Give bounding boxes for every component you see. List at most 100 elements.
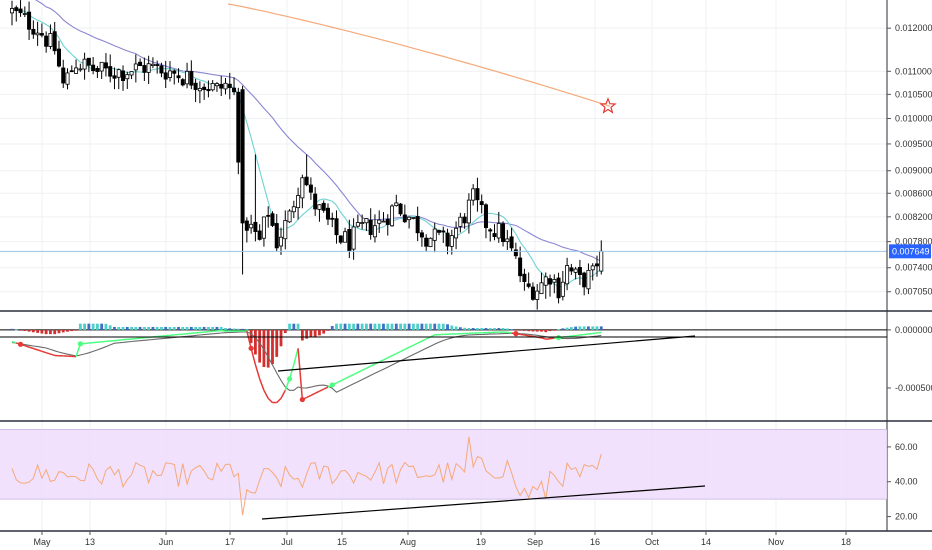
- price-tick-label: 0.010500: [895, 89, 932, 99]
- time-tick-label: 18: [841, 537, 851, 547]
- macd-panel[interactable]: [0, 323, 887, 404]
- candle-body: [560, 281, 565, 297]
- candle-body: [300, 177, 305, 199]
- candle-body: [236, 91, 241, 163]
- macd-line-segment: [541, 337, 546, 340]
- macd-hist-bar: [531, 329, 535, 332]
- alert-star-icon[interactable]: [599, 97, 617, 114]
- candle-body: [223, 82, 228, 90]
- candle-body: [518, 257, 523, 277]
- candle-body: [18, 8, 23, 14]
- rsi-panel[interactable]: [0, 429, 887, 520]
- macd-hist-bar: [258, 329, 262, 363]
- candle-body: [556, 277, 561, 299]
- candle-body: [569, 267, 574, 272]
- candle-body: [22, 13, 27, 15]
- time-tick-label: 14: [701, 537, 711, 547]
- candle-body: [552, 279, 557, 283]
- time-tick-label: May: [33, 537, 51, 547]
- candle-body: [125, 74, 130, 80]
- macd-hist-bar: [160, 326, 163, 330]
- macd-hist-bar: [104, 323, 108, 330]
- candle-body: [458, 216, 463, 227]
- macd-hist-bar: [420, 323, 424, 330]
- macd-hist-bar: [356, 323, 360, 330]
- candle-body: [14, 7, 19, 12]
- macd-hist-bar: [241, 328, 244, 330]
- macd-hist-bar: [91, 323, 95, 330]
- macd-line-segment: [357, 369, 363, 374]
- macd-hist-bar: [113, 326, 116, 330]
- candle-body: [61, 67, 66, 84]
- macd-line-segment: [306, 394, 312, 399]
- macd-hist-bar: [382, 323, 385, 330]
- rsi-trendline[interactable]: [261, 485, 706, 520]
- rsi-path: [11, 436, 602, 516]
- macd-hist-bar: [155, 326, 159, 330]
- time-scale[interactable]: May 13 Jun 17 Jul 15 Aug 19 Sep 16 Oct 14 Nov 18: [33, 531, 851, 547]
- candle-body: [509, 236, 514, 249]
- macd-cross-dot: [299, 396, 305, 403]
- macd-hist-bar: [292, 323, 296, 330]
- macd-cross-dot: [513, 331, 519, 337]
- macd-hist-bar: [83, 323, 86, 330]
- alert-star-shape[interactable]: [599, 97, 617, 114]
- time-tick-label: Jul: [281, 537, 293, 547]
- macd-hist-bar: [318, 329, 321, 336]
- candle-body: [496, 223, 501, 239]
- macd-hist-bar: [578, 326, 582, 330]
- candle-body: [219, 83, 224, 89]
- macd-hist-bar: [373, 323, 377, 330]
- candle-body: [390, 205, 395, 227]
- macd-hist-bar: [544, 329, 548, 333]
- time-tick-label: Nov: [768, 537, 785, 547]
- ma-slow-path: [227, 3, 611, 107]
- macd-line-segment: [297, 348, 304, 400]
- candle-body: [180, 79, 185, 86]
- current-price-badge: 0.007649: [889, 244, 931, 259]
- candle-body: [325, 207, 330, 220]
- macd-line-segment: [263, 389, 269, 399]
- macd-hist-bar: [283, 329, 287, 333]
- price-panel[interactable]: [0, 0, 887, 310]
- candle-body: [283, 220, 288, 240]
- candle-body: [343, 231, 348, 243]
- candle-body: [368, 219, 373, 235]
- macd-hist-bar: [194, 326, 198, 330]
- current-price-label: 0.007649: [892, 246, 930, 256]
- macd-hist-bar: [275, 329, 279, 357]
- macd-hist-bar: [23, 329, 27, 331]
- macd-line-segment: [250, 348, 257, 365]
- price-scale[interactable]: 0.012000 0.011000 0.010500 0.010000 0.009500…: [887, 23, 932, 522]
- macd-hist-bar: [151, 326, 155, 330]
- current-price-badge-bg: [889, 244, 931, 259]
- macd-hist-bar: [14, 329, 18, 331]
- macd-line-segment: [421, 338, 427, 342]
- macd-trendline[interactable]: [277, 335, 696, 372]
- macd-hist-bar: [493, 328, 496, 330]
- candle-body: [270, 213, 275, 226]
- candle-body: [279, 236, 284, 247]
- macd-hist-bar: [390, 323, 394, 330]
- candle-body: [39, 33, 44, 36]
- candle-body: [48, 33, 53, 47]
- price-tick-label: 0.008600: [895, 188, 932, 198]
- macd-hist-bar: [130, 326, 133, 330]
- candle-body: [86, 57, 91, 66]
- macd-line-segment: [366, 365, 372, 369]
- candle-body: [27, 11, 32, 30]
- macd-hist-bar: [411, 323, 415, 330]
- macd-hist-bar: [108, 325, 112, 330]
- candle-body: [150, 63, 155, 66]
- candle-body: [479, 201, 484, 206]
- macd-line-segment: [344, 375, 350, 380]
- candle-body: [577, 267, 582, 276]
- macd-line-segment: [378, 359, 384, 363]
- candle-body: [291, 206, 296, 213]
- ma-slow-line: [227, 3, 611, 107]
- macd-hist-bar: [407, 323, 411, 330]
- candle-body: [206, 89, 211, 92]
- macd-hist-bar: [510, 329, 513, 331]
- candle-body: [492, 233, 497, 237]
